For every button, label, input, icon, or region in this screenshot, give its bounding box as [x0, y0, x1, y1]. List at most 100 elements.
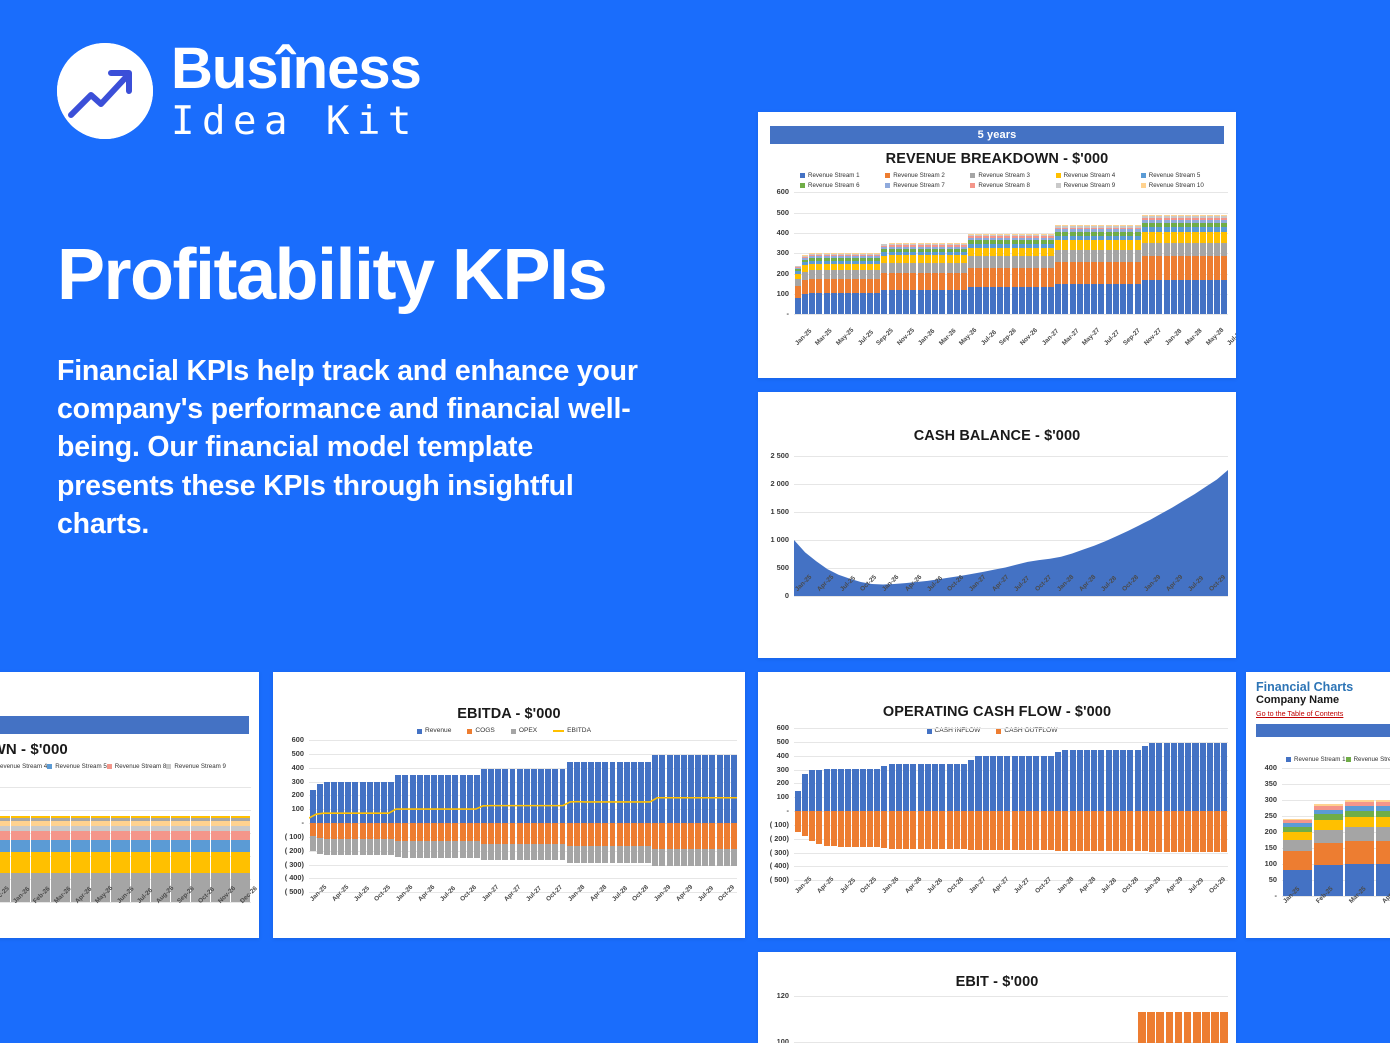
bar-segment — [1163, 231, 1170, 243]
bar-segment-positive — [538, 768, 545, 824]
bar-segment — [903, 255, 910, 264]
bar-segment — [888, 272, 895, 291]
bar-segment — [1214, 280, 1221, 315]
bar-segment — [895, 290, 902, 315]
bar — [630, 740, 637, 892]
bar-segment — [1163, 214, 1170, 216]
bar-segment — [1062, 227, 1069, 230]
bar-segment — [997, 237, 1004, 241]
bar-segment — [917, 290, 924, 315]
bar-segment — [903, 251, 910, 256]
bar-segment — [10, 816, 30, 818]
bar-segment — [1221, 256, 1228, 281]
bar-segment — [953, 251, 960, 256]
bar-segment-negative — [366, 839, 373, 855]
bar-segment-negative — [452, 841, 459, 858]
bar-segment — [1105, 229, 1112, 232]
bar-segment — [191, 852, 211, 873]
card-cash-balance[interactable]: CASH BALANCE - $'000 2 500 2 000 1 500 1 00… — [758, 392, 1236, 658]
bar-segment — [982, 233, 989, 235]
card-ebit[interactable]: EBIT - $'000 12010080 — [758, 952, 1236, 1043]
bar-segment — [845, 263, 852, 271]
bar-segment-negative — [932, 811, 939, 849]
legend-label: Revenue Stream 5 — [55, 763, 107, 770]
bar-segment — [968, 267, 975, 287]
bar-segment — [960, 255, 968, 264]
bar-segment — [932, 272, 939, 291]
card-ebitda[interactable]: EBITDA - $'000 Revenue COGS OPEX EBITDA 600… — [273, 672, 745, 938]
bar-segment — [1047, 236, 1054, 238]
bar — [316, 740, 323, 892]
bar — [830, 253, 837, 315]
bar-segment — [191, 840, 211, 853]
bar — [566, 740, 573, 892]
bar-segment — [211, 872, 231, 903]
bar — [1156, 1012, 1165, 1043]
bar — [545, 740, 552, 892]
bar — [623, 740, 630, 892]
bar-segment — [997, 243, 1004, 248]
bar-segment — [30, 821, 50, 826]
bar-segment — [171, 830, 191, 841]
bar-segment — [1112, 240, 1119, 250]
bar — [1185, 728, 1192, 880]
bar-segment — [10, 825, 30, 831]
bar-segment-positive — [559, 768, 566, 824]
legend-label: Revenue Stream 9 — [1063, 181, 1116, 189]
bar-segment — [960, 243, 968, 246]
bar-segment-positive — [1062, 750, 1069, 812]
bar-segment-negative — [1141, 811, 1148, 852]
bar-segment-negative — [823, 811, 830, 846]
table-of-contents-link[interactable]: Go to the Table of Contents — [1256, 708, 1344, 718]
bar-segment — [1062, 235, 1069, 240]
bar-segment-negative — [566, 823, 573, 846]
bar-segment — [70, 825, 90, 831]
bar — [932, 243, 939, 315]
bar-segment-negative — [688, 848, 694, 866]
bar-segment-negative — [953, 811, 960, 849]
x-axis-tick: Mar-26 — [937, 327, 958, 347]
bar-segment — [1313, 805, 1344, 810]
bar-segment-negative — [595, 823, 602, 847]
bar-segment-negative — [1149, 811, 1156, 852]
bar-segment — [917, 251, 924, 256]
bar-segment — [874, 278, 881, 294]
bar-segment — [1018, 243, 1025, 248]
bar-segment — [1026, 256, 1033, 268]
bar — [131, 816, 151, 903]
bar-segment-positive — [395, 775, 402, 824]
bar-segment — [946, 263, 953, 273]
bar-segment-positive — [623, 762, 630, 824]
chart-plot-area: 400 350 300 250 200 150 100 50- — [1246, 764, 1390, 899]
bar-segment — [932, 255, 939, 264]
bar-segment — [932, 290, 939, 315]
card-revenue-breakdown-5-years[interactable]: 5 years REVENUE BREAKDOWN - $'000 Revenu… — [758, 112, 1236, 378]
card-financial-charts[interactable]: Financial Charts Company Name Go to the … — [1246, 672, 1390, 938]
bar-segment — [1033, 256, 1040, 268]
bar-segment — [1069, 262, 1076, 284]
bar — [968, 233, 975, 315]
bar-segment — [1033, 243, 1040, 248]
bar-segment — [794, 279, 801, 286]
bar-segment — [1163, 219, 1170, 223]
bar — [1178, 214, 1185, 315]
hero-description: Financial KPIs help track and enhance yo… — [57, 355, 638, 540]
bar-segment-negative — [1178, 811, 1185, 852]
bar — [888, 243, 895, 315]
bar-segment — [131, 872, 151, 903]
bar-segment — [1098, 262, 1105, 284]
bar-segment — [1105, 240, 1112, 250]
bar-segment-positive — [473, 774, 480, 824]
card-revenue-breakdown-24-months[interactable]: 24 months REAKDOWN - $'000 Revenue Strea… — [0, 672, 259, 938]
legend-swatch — [970, 182, 976, 188]
bar-segment-positive — [1011, 756, 1018, 812]
card-operating-cash-flow[interactable]: OPERATING CASH FLOW - $'000 CASH INFLOW C… — [758, 672, 1236, 938]
bar-segment — [1134, 227, 1141, 230]
bar-segment — [997, 247, 1004, 257]
bar-segment-positive — [801, 773, 808, 812]
bar-segment — [1141, 256, 1148, 281]
bar-segment — [1105, 249, 1112, 263]
bar-segment — [903, 243, 910, 246]
bar-segment — [131, 821, 151, 826]
bar-segment-negative — [666, 848, 673, 866]
